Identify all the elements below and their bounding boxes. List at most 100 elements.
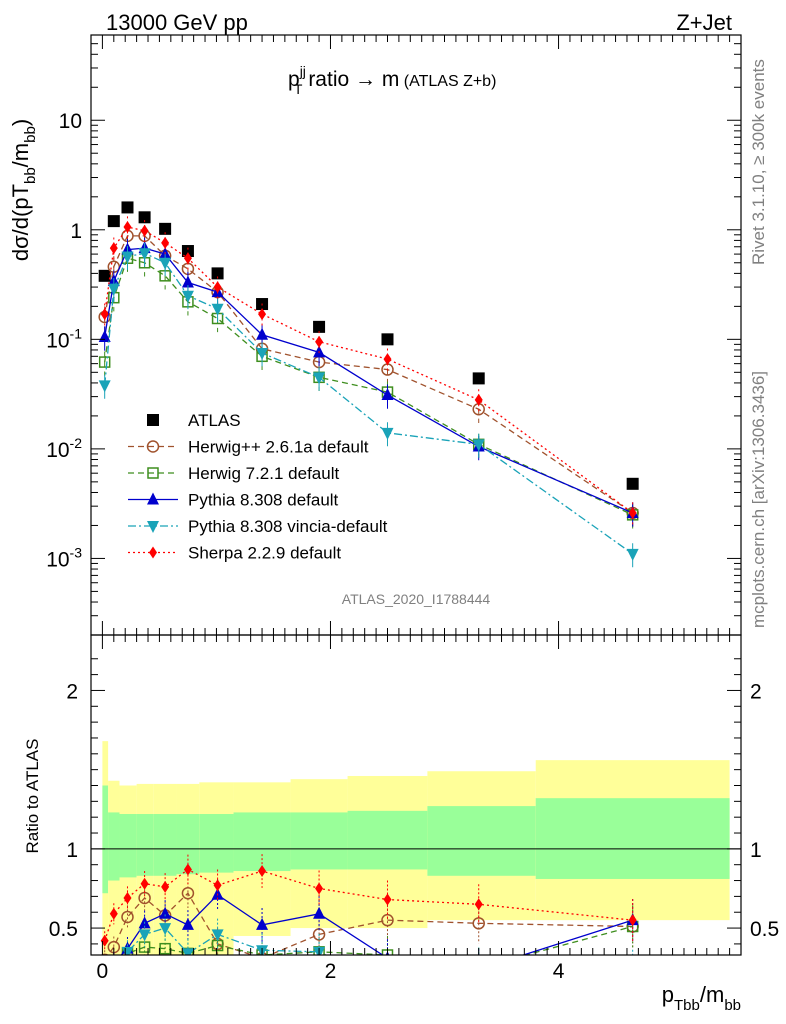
series-line [104, 247, 633, 514]
legend-marker [147, 521, 159, 533]
ratio-point [121, 910, 134, 924]
header-left: 13000 GeV pp [106, 10, 248, 35]
data-point [98, 380, 111, 393]
data-point [211, 267, 224, 280]
ratio-y-tick-label-right: 1 [750, 839, 762, 862]
data-point [181, 290, 194, 303]
ratio-y-tick-label: 1 [66, 839, 78, 862]
ratio-point [183, 863, 192, 876]
legend: ATLAS Herwig++ 2.6.1a default Herwig 7.2.1… [128, 411, 388, 563]
ratio-point [109, 971, 119, 981]
header-right: Z+Jet [676, 10, 732, 35]
y-tick-label: 10-1 [46, 325, 82, 352]
ratio-point [161, 880, 170, 893]
ratio-point [315, 882, 324, 895]
data-point [472, 439, 485, 452]
data-point [98, 356, 111, 368]
data-point [256, 327, 269, 340]
data-point [140, 224, 149, 237]
ratio-y-tick-label: 2 [66, 680, 78, 703]
y-tick-label: 10-2 [46, 435, 82, 462]
ratio-point [99, 986, 111, 998]
data-point [121, 251, 134, 264]
data-point [313, 372, 326, 385]
data-point [472, 372, 485, 385]
ratio-y-tick-label: 0.5 [49, 918, 78, 941]
ratio-frame [90, 634, 742, 956]
legend-marker [147, 414, 159, 426]
ratio-y-tick-label-right: 0.5 [750, 918, 779, 941]
uncertainty-bands [102, 741, 730, 955]
ratio-point [258, 865, 267, 878]
legend-label: ATLAS [188, 411, 241, 430]
data-point [313, 320, 326, 333]
ratio-y-axis-label: Ratio to ATLAS [23, 739, 42, 854]
ratio-point [628, 914, 637, 927]
series-line [104, 235, 634, 514]
x-tick-label: 4 [553, 960, 565, 983]
ratio-point [159, 906, 172, 919]
data-point [100, 308, 109, 321]
ratio-point [474, 898, 483, 911]
band-inner [233, 812, 291, 872]
ratio-point [213, 879, 222, 892]
mcplots-label: mcplots.cern.ch [arXiv:1306.3436] [749, 371, 768, 628]
ratio-point [108, 964, 120, 976]
series-line [104, 252, 634, 555]
data-point [474, 393, 483, 406]
band-inner [290, 812, 348, 870]
ratio-point [181, 948, 194, 955]
data-point [121, 201, 134, 214]
legend-marker [149, 546, 157, 559]
data-point [107, 215, 120, 228]
data-point [181, 245, 194, 258]
data-point [256, 348, 269, 361]
data-point [159, 257, 172, 270]
data-point [123, 221, 132, 234]
data-point [138, 211, 151, 224]
ratio-line [104, 868, 633, 941]
data-point [159, 222, 172, 235]
band-inner [176, 814, 200, 875]
legend-marker [147, 467, 159, 479]
band-inner [199, 814, 234, 873]
data-point [161, 236, 170, 249]
ratio-point [473, 962, 485, 974]
ratio-point [381, 913, 394, 927]
ratio-point [109, 907, 118, 920]
ratio-point [159, 942, 171, 955]
ratio-point [140, 877, 149, 890]
x-tick-label: 0 [97, 960, 109, 983]
legend-label: Sherpa 2.2.9 default [188, 544, 341, 563]
legend-marker [147, 492, 159, 505]
ratio-point [181, 917, 194, 930]
ratio-point [108, 956, 120, 968]
data-point [381, 333, 394, 346]
data-point [181, 275, 194, 288]
ratio-point [313, 906, 326, 919]
data-point [183, 252, 192, 265]
legend-label: Herwig 7.2.1 default [188, 464, 339, 483]
ratio-y-tick-label-right: 2 [750, 680, 762, 703]
data-point [258, 308, 267, 321]
band-inner [119, 814, 137, 878]
ratio-point [138, 929, 151, 942]
main-series [98, 201, 639, 568]
ratio-point [473, 963, 485, 975]
band-inner [136, 814, 154, 876]
data-point [211, 303, 224, 316]
legend-marker [146, 440, 160, 453]
data-point [626, 477, 639, 490]
band-inner [108, 812, 120, 881]
rivet-version-label: Rivet 3.1.10, ≥ 300k events [749, 59, 768, 265]
ratio-point [123, 891, 132, 904]
ratio-point [256, 917, 269, 930]
band-inner [153, 814, 177, 876]
plot-title: pjj T ratio → m (ATLAS Z+b) [288, 63, 496, 97]
data-point [626, 548, 639, 561]
data-point [383, 353, 392, 366]
data-point [98, 269, 111, 282]
ratio-point [159, 923, 172, 936]
data-point [107, 283, 120, 296]
